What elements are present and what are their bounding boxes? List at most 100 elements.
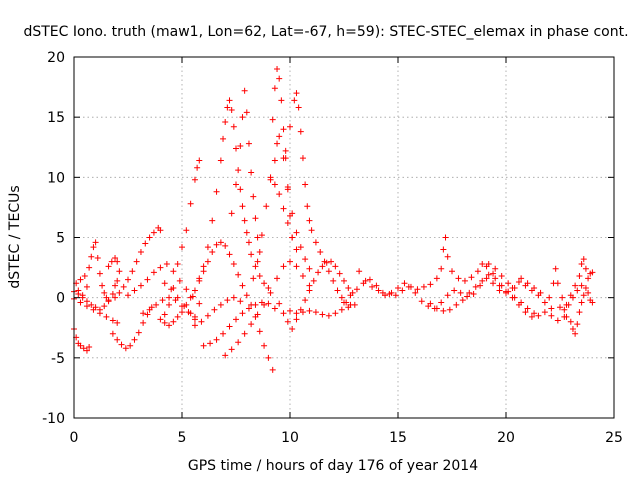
data-point — [228, 210, 235, 217]
data-point — [293, 263, 300, 270]
data-point — [444, 253, 451, 260]
data-point — [574, 287, 581, 294]
data-point — [455, 275, 462, 282]
data-point — [490, 280, 497, 287]
data-point — [505, 288, 512, 295]
data-point — [518, 275, 525, 282]
data-point — [461, 277, 468, 284]
data-point — [271, 157, 278, 164]
data-point — [86, 264, 93, 271]
data-point — [276, 75, 283, 82]
data-point — [312, 309, 319, 316]
data-point — [280, 263, 287, 270]
data-point — [163, 260, 170, 267]
data-point — [230, 260, 237, 267]
data-point — [207, 340, 214, 347]
data-point — [116, 289, 123, 296]
data-point — [498, 282, 505, 289]
data-point — [157, 264, 164, 271]
data-point — [230, 294, 237, 301]
data-point — [80, 345, 87, 352]
data-point — [239, 203, 246, 210]
data-point — [239, 282, 246, 289]
data-point — [287, 123, 293, 130]
data-point — [118, 341, 125, 348]
data-point — [226, 251, 233, 258]
data-point — [585, 275, 592, 282]
data-point — [220, 330, 227, 337]
data-point — [191, 313, 198, 320]
data-point — [444, 292, 451, 299]
data-point — [418, 298, 425, 305]
data-point — [92, 239, 99, 246]
data-point — [589, 299, 596, 306]
data-point — [159, 297, 166, 304]
data-point — [276, 133, 283, 140]
data-point — [280, 205, 287, 212]
data-point — [373, 282, 380, 289]
data-point — [299, 155, 306, 162]
data-point — [271, 181, 278, 188]
data-point — [287, 307, 293, 314]
data-point — [479, 260, 486, 267]
data-point — [485, 271, 492, 278]
data-point — [332, 263, 339, 270]
data-point — [306, 287, 313, 294]
data-point — [161, 311, 168, 318]
data-point — [94, 254, 101, 261]
data-point — [362, 277, 369, 284]
data-point — [183, 227, 190, 234]
data-point — [248, 169, 255, 176]
data-point — [243, 292, 250, 299]
data-point — [204, 258, 211, 265]
data-point — [282, 147, 289, 154]
data-point — [239, 310, 246, 317]
data-point — [194, 164, 201, 171]
data-point — [325, 268, 332, 275]
data-point — [511, 294, 518, 301]
data-point — [245, 239, 252, 246]
data-point — [392, 292, 399, 299]
data-point — [319, 263, 326, 270]
data-point — [569, 294, 576, 301]
data-point — [105, 297, 112, 304]
data-point — [289, 325, 296, 332]
data-point — [204, 312, 211, 319]
data-point — [116, 268, 123, 275]
data-point — [265, 285, 272, 292]
data-point — [83, 347, 90, 354]
data-point — [99, 282, 106, 289]
data-point — [312, 239, 319, 246]
data-point — [211, 306, 218, 313]
data-point — [531, 310, 538, 317]
data-point — [131, 336, 138, 343]
data-point — [332, 310, 339, 317]
data-point — [293, 229, 300, 236]
data-point — [146, 306, 153, 313]
data-point — [528, 313, 535, 320]
data-point — [265, 300, 272, 307]
data-point — [254, 234, 261, 241]
data-point — [241, 87, 248, 94]
y-axis-label: dSTEC / TECUs — [7, 185, 23, 288]
data-point — [267, 289, 274, 296]
data-point — [137, 282, 144, 289]
data-point — [103, 313, 110, 320]
data-point — [140, 310, 147, 317]
data-point — [109, 291, 116, 298]
data-point — [515, 279, 522, 286]
data-point — [459, 297, 466, 304]
data-point — [274, 275, 281, 282]
data-point — [464, 293, 471, 300]
data-point — [353, 286, 360, 293]
data-point — [248, 321, 255, 328]
data-point — [589, 269, 596, 276]
data-point — [366, 276, 373, 283]
data-point — [578, 282, 585, 289]
data-point — [109, 330, 116, 337]
data-point — [125, 276, 131, 283]
data-point — [407, 283, 414, 290]
data-point — [90, 244, 97, 251]
data-point — [245, 140, 252, 147]
data-point — [457, 289, 464, 296]
